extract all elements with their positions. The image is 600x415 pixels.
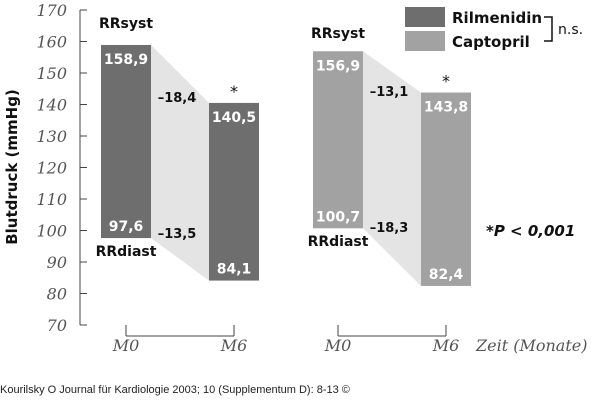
y-tick-label: 110: [36, 190, 67, 209]
bar-rilmenidin-m0: [101, 44, 151, 239]
legend-swatch-rilmenidin: [405, 7, 445, 27]
diastolic-value-label: 84,1: [217, 262, 252, 278]
y-axis-title: Blutdruck (mmHg): [3, 89, 21, 245]
change-systolic: –13,1: [370, 85, 409, 100]
systolic-value-label: 143,8: [424, 100, 468, 116]
y-tick-label: 80: [47, 285, 67, 304]
legend-bracket: [544, 16, 553, 42]
change-diastolic: –18,3: [370, 221, 409, 236]
significance-note: *P < 0,001: [486, 222, 575, 240]
source-credit: Kourilsky O Journal für Kardiologie 2003…: [0, 384, 350, 396]
y-tick-label: 150: [36, 64, 67, 83]
y-tick-label: 130: [36, 127, 67, 146]
connector-band-1: [363, 51, 421, 286]
y-tick-label: 120: [36, 159, 67, 178]
change-systolic: –18,4: [158, 91, 197, 106]
legend-label-captopril: Captopril: [452, 33, 530, 51]
x-tick-label: M6: [432, 336, 460, 355]
legend-note: n.s.: [558, 22, 583, 38]
x-tick-label: M0: [324, 336, 352, 355]
label-rrdiast: RRdiast: [96, 244, 157, 260]
significance-marker: *: [230, 82, 238, 101]
y-tick-label: 160: [36, 33, 67, 52]
y-tick-label: 140: [36, 96, 67, 115]
diastolic-value-label: 82,4: [429, 267, 464, 283]
legend-swatch-captopril: [405, 31, 445, 51]
y-tick-label: 90: [47, 253, 67, 272]
y-tick-label: 170: [36, 1, 67, 20]
label-rrdiast: RRdiast: [308, 234, 369, 250]
label-rrsyst: RRsyst: [99, 16, 153, 32]
bar-captopril-m6: [421, 92, 471, 286]
systolic-value-label: 158,9: [104, 52, 148, 68]
systolic-value-label: 140,5: [212, 110, 256, 126]
bar-captopril-m0: [313, 51, 363, 229]
change-diastolic: –13,5: [158, 227, 197, 242]
connector-band-0: [151, 44, 209, 281]
x-axis-caption: Zeit (Monate): [475, 336, 587, 355]
label-rrsyst: RRsyst: [311, 26, 365, 42]
y-tick-label: 70: [47, 316, 67, 335]
x-tick-label: M0: [112, 336, 140, 355]
bar-rilmenidin-m6: [209, 102, 259, 281]
y-tick-label: 100: [36, 222, 67, 241]
systolic-value-label: 156,9: [316, 58, 360, 74]
x-tick-label: M6: [220, 336, 248, 355]
blood-pressure-chart: 70 80 90 100 110 120 130 140 150 160 170 Blutdruck …: [3, 1, 587, 355]
significance-marker: *: [442, 72, 450, 91]
diastolic-value-label: 97,6: [109, 219, 144, 235]
legend-label-rilmenidin: Rilmenidin: [452, 9, 542, 27]
diastolic-value-label: 100,7: [316, 209, 360, 225]
